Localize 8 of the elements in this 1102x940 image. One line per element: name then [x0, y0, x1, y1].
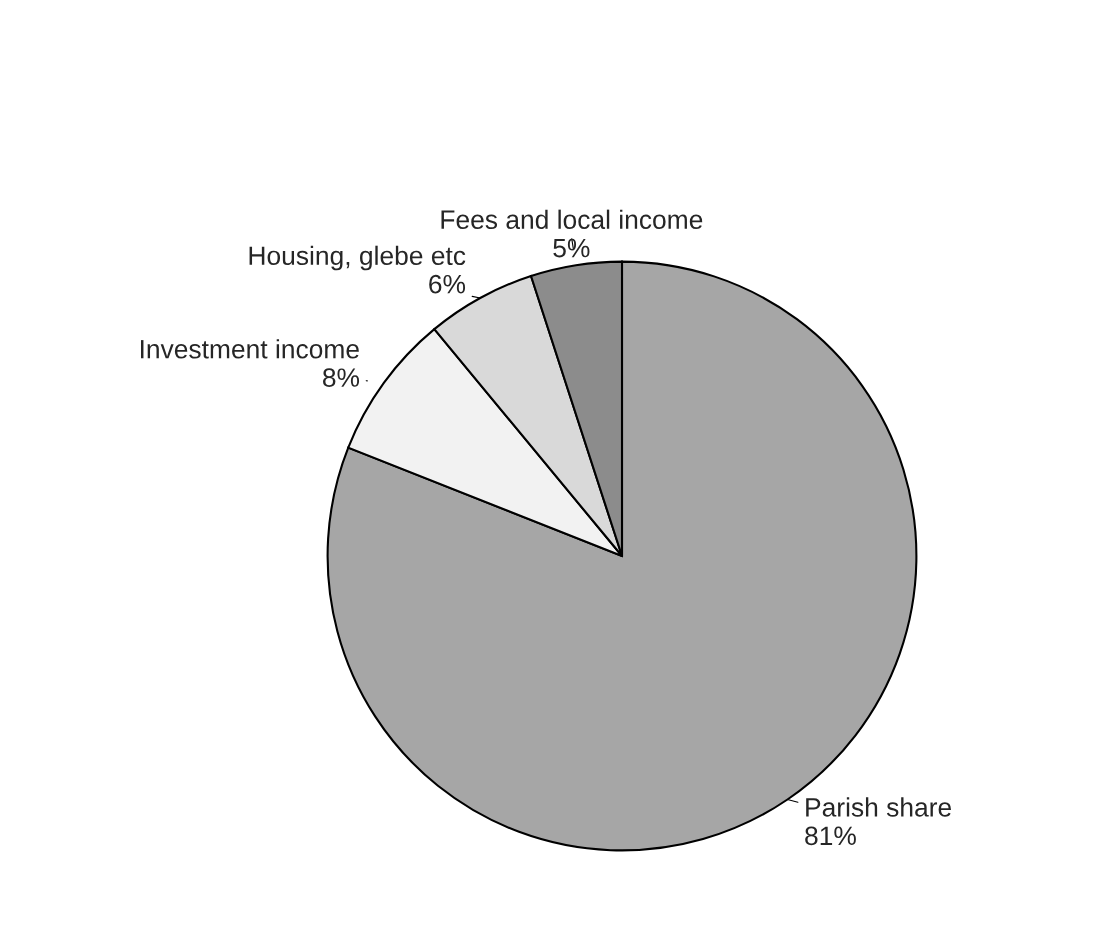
data-label: 5%	[553, 238, 590, 258]
slice-label: Parish share	[806, 797, 951, 817]
slice-label: Fees and local income	[441, 209, 703, 230]
data-label: 8%	[323, 368, 360, 387]
slice-label: Housing, glebe etc	[249, 245, 466, 271]
data-label: 81%	[805, 826, 856, 846]
data-label: 6%	[429, 274, 466, 294]
slice-label: Investment income	[140, 339, 359, 359]
